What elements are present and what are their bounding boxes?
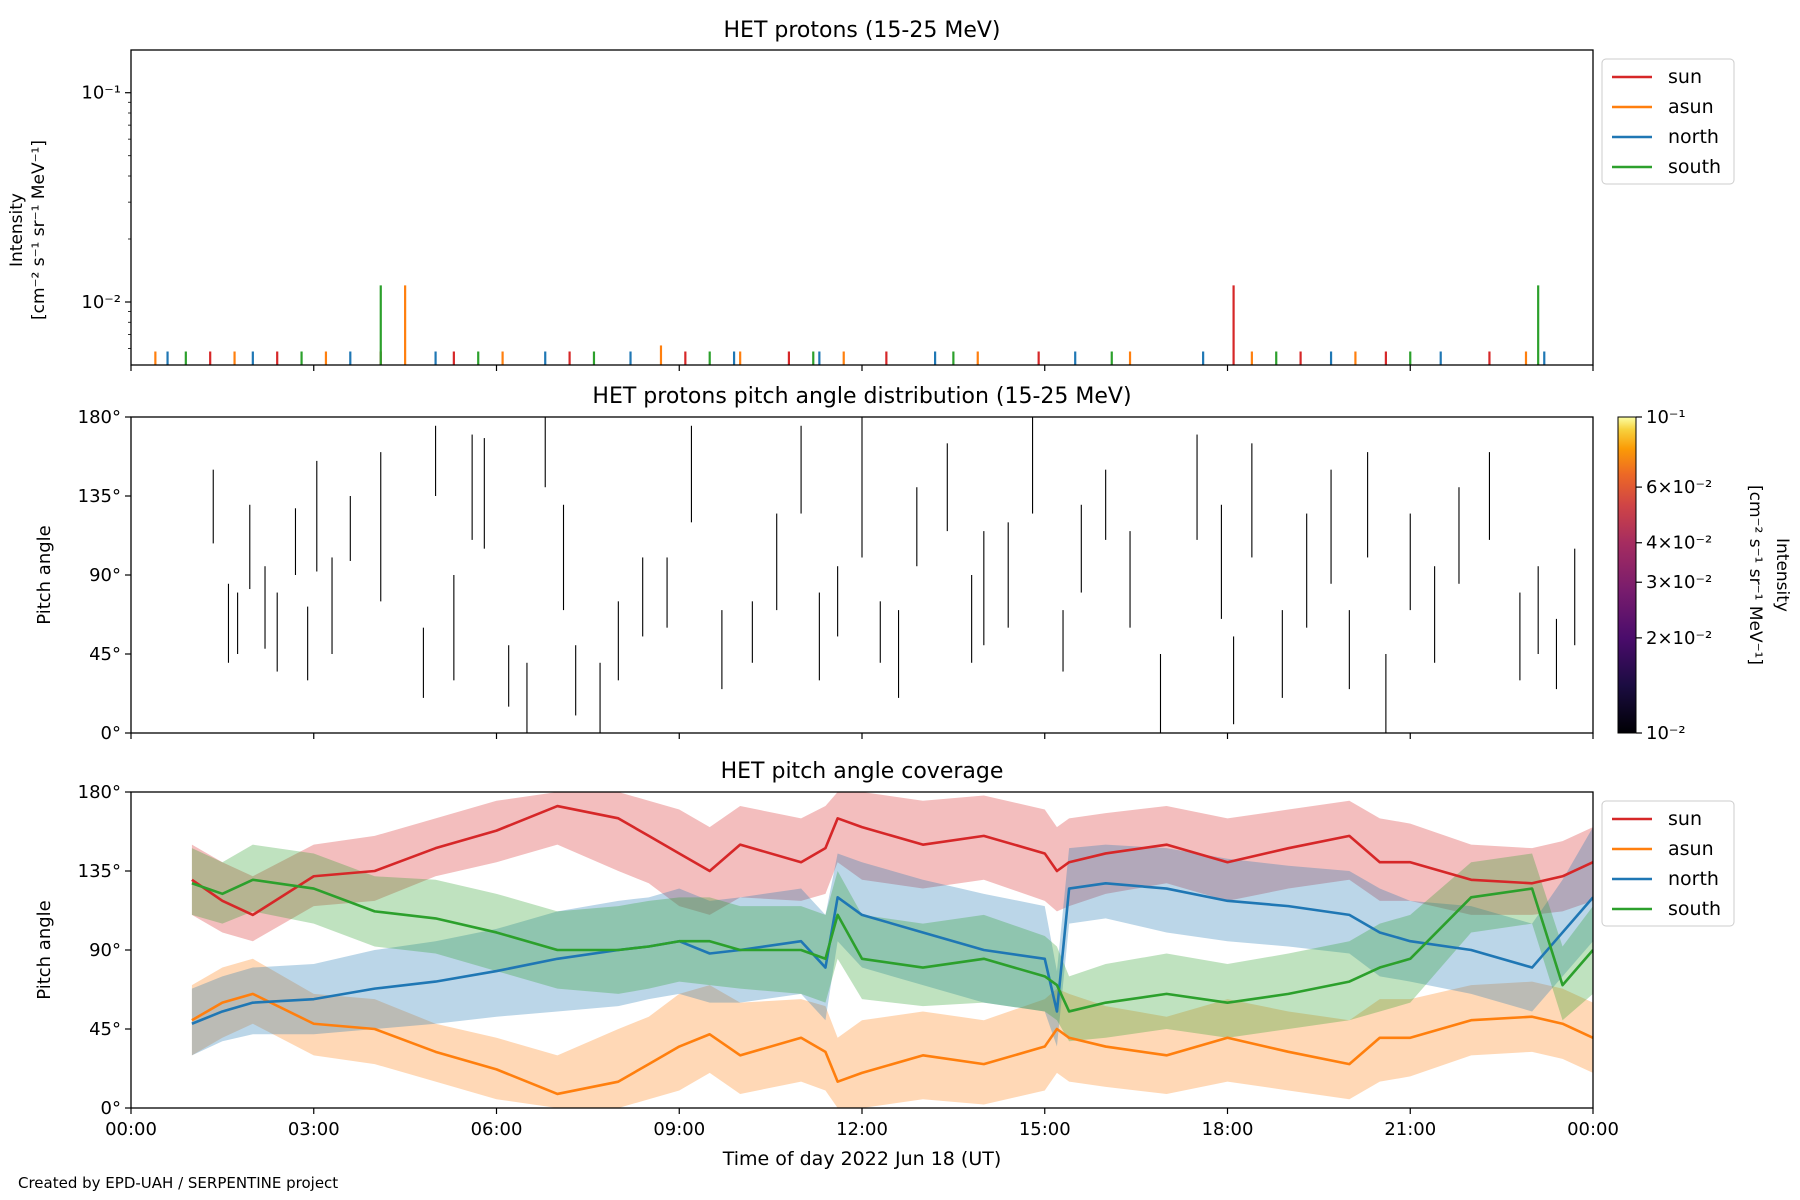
intensity-y-ticks: 10⁻¹ 10⁻²: [81, 83, 131, 349]
coverage-band-asun: [191, 958, 1593, 1108]
intensity-x-ticks: [130, 365, 1594, 371]
legend-label-north: north: [1668, 868, 1719, 890]
x-tick-label: 09:00: [653, 1119, 705, 1140]
y-tick-label: 180°: [78, 782, 121, 803]
y-tick-label: 90°: [89, 940, 121, 961]
footer-credit: Created by EPD-UAH / SERPENTINE project: [18, 1174, 338, 1192]
x-tick-label: 15:00: [1019, 1119, 1071, 1140]
y-tick-label: 10⁻²: [81, 292, 121, 313]
legend-label-asun: asun: [1668, 838, 1714, 860]
coverage-panel: HET pitch angle coverage Pitch angle 0° 4…: [34, 759, 1735, 1170]
y-tick-label: 135°: [78, 486, 121, 507]
x-tick-label: 00:00: [1567, 1119, 1619, 1140]
y-tick-label: 180°: [78, 407, 121, 428]
coverage-series-group: [191, 792, 1593, 1108]
x-tick-label: 18:00: [1202, 1119, 1254, 1140]
intensity-ylabel-line2: [cm⁻² s⁻¹ sr⁻¹ MeV⁻¹]: [29, 140, 49, 320]
legend-box: [1601, 58, 1735, 185]
y-tick-label: 135°: [78, 861, 121, 882]
x-axis-label: Time of day 2022 Jun 18 (UT): [722, 1148, 1002, 1170]
intensity-panel-title: HET protons (15-25 MeV): [724, 18, 1001, 43]
legend-label-asun: asun: [1668, 96, 1714, 118]
legend-label-south: south: [1668, 156, 1721, 178]
colorbar-tick-label: 10⁻²: [1646, 723, 1686, 744]
intensity-ylabel-line1: Intensity: [7, 193, 27, 267]
coverage-line-north: [191, 881, 1593, 1025]
intensity-legend: sun asun north south: [1601, 58, 1735, 185]
y-tick-label: 45°: [89, 1019, 121, 1040]
intensity-panel: HET protons (15-25 MeV) Intensity [cm⁻² …: [7, 18, 1735, 371]
colorbar-tick-label: 2×10⁻²: [1646, 628, 1712, 649]
coverage-line-south: [191, 878, 1593, 1013]
coverage-band-north: [191, 827, 1593, 1056]
x-tick-label: 03:00: [288, 1119, 340, 1140]
coverage-legend: sun asun north south: [1601, 800, 1735, 927]
pad-panel: HET protons pitch angle distribution (15…: [34, 384, 1792, 744]
coverage-line-asun: [191, 992, 1593, 1096]
pad-panel-title: HET protons pitch angle distribution (15…: [592, 384, 1131, 409]
y-tick-label: 0°: [101, 723, 121, 744]
x-tick-label: 21:00: [1384, 1119, 1436, 1140]
y-tick-label: 10⁻¹: [81, 83, 121, 104]
colorbar-label-line1: Intensity: [1772, 538, 1792, 612]
coverage-ylabel: Pitch angle: [34, 900, 55, 999]
coverage-plot-area: [191, 792, 1593, 1108]
legend-label-sun: sun: [1668, 66, 1702, 88]
y-tick-label: 45°: [89, 644, 121, 665]
coverage-line-sun: [191, 804, 1593, 917]
colorbar-ticks: 10⁻¹ 6×10⁻² 4×10⁻² 3×10⁻² 2×10⁻² 10⁻²: [1636, 407, 1712, 744]
intensity-plot-area: [154, 285, 1546, 365]
pad-x-ticks: [130, 733, 1594, 739]
pad-plot-area: [212, 417, 1576, 733]
legend-box: [1601, 800, 1735, 927]
y-tick-label: 0°: [101, 1098, 121, 1119]
coverage-y-ticks: 0° 45° 90° 135° 180°: [78, 782, 131, 1119]
x-tick-label: 06:00: [471, 1119, 523, 1140]
coverage-x-ticks: 00:00 03:00 06:00 09:00 12:00 15:00 18:00 21:00…: [105, 1108, 1619, 1140]
x-tick-label: 00:00: [105, 1119, 157, 1140]
colorbar-tick-label: 4×10⁻²: [1646, 533, 1712, 554]
pad-y-ticks: 0° 45° 90° 135° 180°: [78, 407, 131, 744]
legend-label-sun: sun: [1668, 808, 1702, 830]
colorbar: [1617, 416, 1637, 734]
legend-label-north: north: [1668, 126, 1719, 148]
colorbar-tick-label: 10⁻¹: [1646, 407, 1686, 428]
colorbar-label-line2: [cm⁻² s⁻¹ sr⁻¹ MeV⁻¹]: [1745, 485, 1765, 665]
y-tick-label: 90°: [89, 565, 121, 586]
colorbar-tick-label: 6×10⁻²: [1646, 477, 1712, 498]
x-tick-label: 12:00: [836, 1119, 888, 1140]
pad-ylabel: Pitch angle: [34, 525, 55, 624]
coverage-band-south: [191, 844, 1593, 1042]
coverage-panel-title: HET pitch angle coverage: [721, 759, 1004, 784]
legend-label-south: south: [1668, 898, 1721, 920]
coverage-band-sun: [191, 792, 1593, 942]
colorbar-tick-label: 3×10⁻²: [1646, 572, 1712, 593]
